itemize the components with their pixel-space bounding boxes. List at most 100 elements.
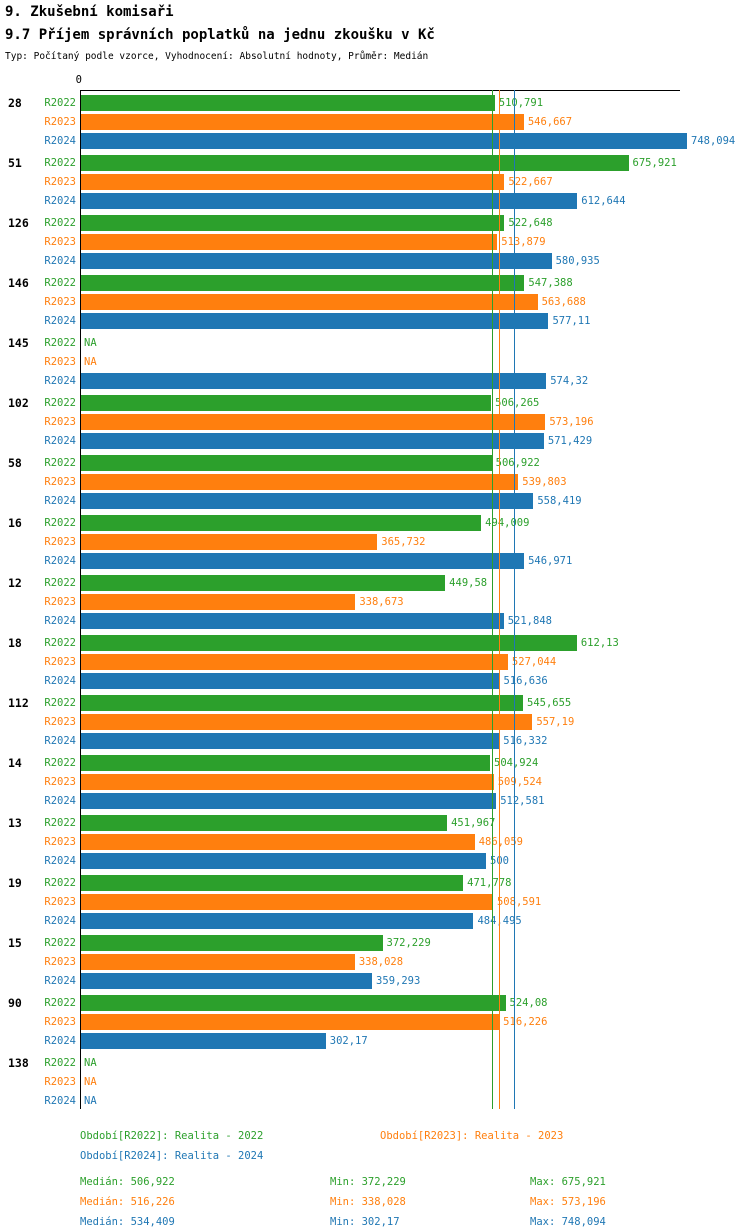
bar-value-label: 338,028: [358, 956, 404, 968]
series-row-label: R2023: [44, 776, 76, 788]
group-label: 51: [8, 156, 22, 170]
bar-r2023: [81, 654, 508, 670]
bar-value-label: 486,059: [478, 836, 523, 848]
series-row-label: R2024: [44, 195, 76, 207]
bar-value-label: 510,791: [498, 97, 544, 109]
stat-min-r2022: Min: 372,229: [330, 1176, 406, 1188]
series-row-label: R2024: [44, 915, 76, 927]
bar-chart-area: 0 28 R2022 510,791 R2023 546,667 R2024 748,094 5…: [0, 70, 750, 1115]
series-row-label: R2024: [44, 795, 76, 807]
bar-r2023: [81, 294, 538, 310]
bar-value-label: 748,094: [691, 135, 736, 147]
bar-r2023: [81, 474, 519, 490]
series-row-label: R2023: [44, 596, 76, 608]
median-line-r2022: [491, 90, 493, 1109]
series-row-label: R2022: [44, 157, 76, 169]
series-row-label: R2023: [44, 176, 76, 188]
stat-median-r2022: Medián: 506,922: [80, 1176, 175, 1188]
group-label: 126: [8, 216, 29, 230]
bar-value-label: 471,778: [467, 877, 512, 889]
bar-r2023: [81, 774, 494, 790]
bar-r2024: [81, 673, 500, 689]
bar-value-label: 547,388: [528, 277, 573, 289]
bar-value-label: 558,419: [537, 495, 582, 507]
series-row-label: R2024: [44, 1035, 76, 1047]
chart-subtitle: Typ: Počítaný podle vzorce, Vyhodnocení:…: [5, 51, 429, 62]
bar-r2024: [81, 973, 373, 989]
series-row-label: R2022: [44, 697, 76, 709]
series-row-label: R2022: [44, 997, 76, 1009]
series-row-label: R2023: [44, 956, 76, 968]
bar-value-label: 522,648: [508, 217, 553, 229]
axis-origin-tick-label: 0: [75, 74, 82, 86]
stat-max-r2023: Max: 573,196: [530, 1196, 606, 1208]
bar-value-label: 546,667: [527, 116, 573, 128]
group-label: 28: [8, 96, 22, 110]
series-row-label: R2023: [44, 476, 76, 488]
bar-r2022: [81, 395, 492, 411]
bar-value-label: 675,921: [632, 157, 677, 169]
bar-r2023: [81, 1014, 500, 1030]
stat-max-r2024: Max: 748,094: [530, 1216, 606, 1228]
stat-median-r2023: Medián: 516,226: [80, 1196, 175, 1208]
group-label: 16: [8, 516, 22, 530]
bar-value-label: 577,11: [552, 315, 591, 327]
series-row-label: R2023: [44, 716, 76, 728]
bar-value-label: 494,009: [485, 517, 530, 529]
bar-r2023: [81, 114, 524, 130]
bar-r2024: [81, 493, 534, 509]
series-row-label: R2024: [44, 1095, 76, 1107]
bar-r2022: [81, 695, 523, 711]
series-row-label: R2023: [44, 236, 76, 248]
bar-r2022: [81, 995, 506, 1011]
series-row-label: R2023: [44, 836, 76, 848]
bar-r2023: [81, 534, 378, 550]
bar-r2022: [81, 515, 482, 531]
bar-value-label: 506,922: [495, 457, 540, 469]
series-row-label: R2022: [44, 757, 76, 769]
bar-value-label: 359,293: [376, 975, 421, 987]
series-row-label: R2022: [44, 1057, 76, 1069]
bar-r2024: [81, 373, 547, 389]
series-row-label: R2024: [44, 375, 76, 387]
bar-r2024: [81, 193, 578, 209]
series-row-label: R2024: [44, 555, 76, 567]
stat-min-r2023: Min: 338,028: [330, 1196, 406, 1208]
chart-title: 9.7 Příjem správních poplatků na jednu z…: [5, 27, 435, 43]
series-row-label: R2023: [44, 536, 76, 548]
bar-r2022: [81, 935, 383, 951]
na-value-label: NA: [84, 1057, 97, 1069]
bar-r2024: [81, 133, 687, 149]
group-label: 19: [8, 876, 22, 890]
series-row-label: R2024: [44, 855, 76, 867]
bar-value-label: 513,879: [501, 236, 546, 248]
bar-value-label: 563,688: [541, 296, 586, 308]
group-label: 145: [8, 336, 29, 350]
bar-r2023: [81, 834, 475, 850]
series-row-label: R2022: [44, 457, 76, 469]
bar-r2024: [81, 913, 474, 929]
group-label: 102: [8, 396, 29, 410]
bar-value-label: 539,803: [522, 476, 567, 488]
bar-r2024: [81, 433, 544, 449]
bar-value-label: 302,17: [329, 1035, 368, 1047]
group-label: 58: [8, 456, 22, 470]
bar-value-label: 504,924: [494, 757, 539, 769]
na-value-label: NA: [84, 356, 97, 368]
series-row-label: R2022: [44, 637, 76, 649]
series-row-label: R2024: [44, 435, 76, 447]
bar-r2023: [81, 174, 505, 190]
bar-value-label: 612,644: [581, 195, 626, 207]
bar-value-label: 509,524: [497, 776, 542, 788]
bar-r2022: [81, 875, 464, 891]
legend-item-r2022: Období[R2022]: Realita - 2022: [80, 1130, 264, 1142]
bar-r2023: [81, 234, 498, 250]
group-label: 146: [8, 276, 29, 290]
group-label: 112: [8, 696, 29, 710]
series-row-label: R2023: [44, 116, 76, 128]
series-row-label: R2022: [44, 217, 76, 229]
group-label: 15: [8, 936, 22, 950]
bar-r2022: [81, 575, 446, 591]
bar-r2023: [81, 594, 356, 610]
bar-r2024: [81, 853, 487, 869]
